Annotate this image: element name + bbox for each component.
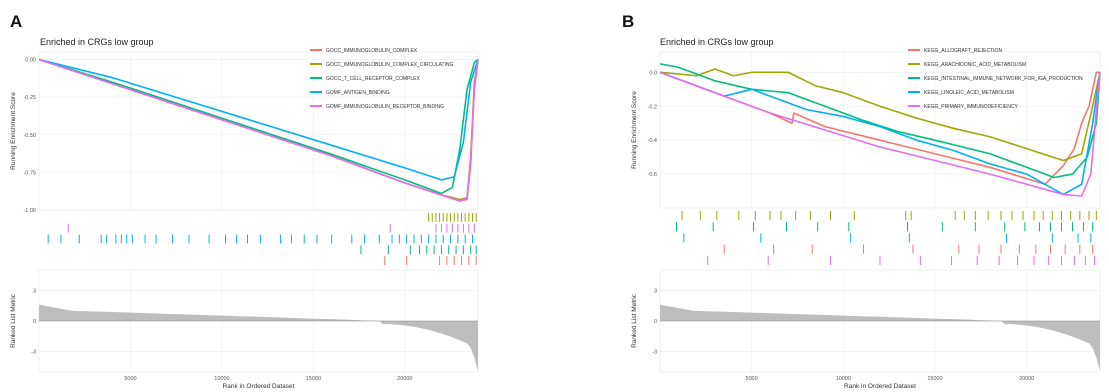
- y-tick-label: 3: [33, 288, 36, 294]
- y-tick-label: 0: [33, 319, 36, 325]
- x-tick-label: 10000: [214, 376, 229, 382]
- legend-label: GOCC_IMMUNOGLOBULIN_COMPLEX_CIRCULATING: [326, 62, 454, 68]
- y-tick-label: -0.4: [648, 138, 657, 144]
- y-tick-label: -0.25: [23, 95, 36, 101]
- y-tick-label: 0.00: [25, 58, 36, 64]
- series-line: [659, 68, 1101, 162]
- plot-title: Enriched in CRGs low group: [40, 37, 154, 47]
- series-line: [38, 58, 479, 181]
- series-line: [659, 63, 1101, 179]
- y-tick-label: -3: [31, 350, 36, 356]
- legend-label: GOMF_IMMUNOGLOBULIN_RECEPTOR_BINDING: [326, 104, 444, 110]
- y-axis-title-rl: Ranked List Metric: [631, 293, 638, 348]
- panel-b: B Enriched in CRGs low group 5000 10000 1500…: [622, 12, 1101, 390]
- plot-title: Enriched in CRGs low group: [660, 37, 774, 47]
- y-tick-label: -0.6: [648, 172, 657, 178]
- x-tick-label: 15000: [927, 376, 942, 382]
- x-axis-title: Rank in Ordered Dataset: [844, 383, 916, 390]
- x-tick-label: 20000: [1019, 376, 1034, 382]
- x-tick-label: 15000: [306, 376, 321, 382]
- y-axis-title-rl: Ranked List Metric: [10, 293, 17, 348]
- series-line: [659, 71, 1101, 197]
- y-tick-label: 0.0: [649, 70, 657, 76]
- legend-label: KEGG_ARACHIDONIC_ACID_METABOLISM: [924, 62, 1026, 68]
- y-tick-label: 0: [654, 319, 657, 325]
- series-line: [38, 58, 479, 202]
- legend-label: KEGG_LINOLEIC_ACID_METABOLISM: [924, 90, 1014, 96]
- panel-a: A Enriched in CRGs low group 5000 10000 1500…: [10, 12, 479, 390]
- x-axis-title: Rank in Ordered Dataset: [223, 383, 295, 390]
- legend-label: KEGG_INTESTINAL_IMMUNE_NETWORK_FOR_IGA_P…: [924, 76, 1083, 82]
- legend-label: GOCC_T_CELL_RECEPTOR_COMPLEX: [326, 76, 420, 82]
- series-line: [38, 58, 479, 195]
- legend-label: KEGG_PRIMARY_IMMUNODEFICIENCY: [924, 104, 1018, 110]
- ranked-metric-area: [39, 304, 478, 371]
- y-tick-label: -0.2: [648, 104, 657, 110]
- y-axis-title-es: Running Enrichment Score: [631, 91, 638, 169]
- y-tick-label: -0.50: [23, 133, 36, 139]
- legend-label: KEGG_ALLOGRAFT_REJECTION: [924, 48, 1002, 54]
- y-tick-label: -1.00: [23, 208, 36, 214]
- y-tick-label: 3: [654, 288, 657, 294]
- panel-letter: B: [622, 12, 634, 31]
- x-tick-label: 5000: [746, 376, 758, 382]
- panel-letter: A: [10, 12, 22, 31]
- y-tick-label: -0.75: [23, 170, 36, 176]
- y-tick-label: -3: [652, 350, 657, 356]
- series-line: [659, 71, 1100, 186]
- legend-label: GOCC_IMMUNOGLOBULIN_COMPLEX: [326, 48, 418, 54]
- x-tick-label: 20000: [397, 376, 412, 382]
- x-tick-label: 10000: [836, 376, 851, 382]
- y-axis-title-es: Running Enrichment Score: [10, 92, 17, 170]
- x-tick-label: 5000: [124, 376, 136, 382]
- ranked-metric-area: [660, 304, 1100, 371]
- series-line: [659, 71, 1101, 196]
- legend-label: GOMF_ANTIGEN_BINDING: [326, 90, 390, 96]
